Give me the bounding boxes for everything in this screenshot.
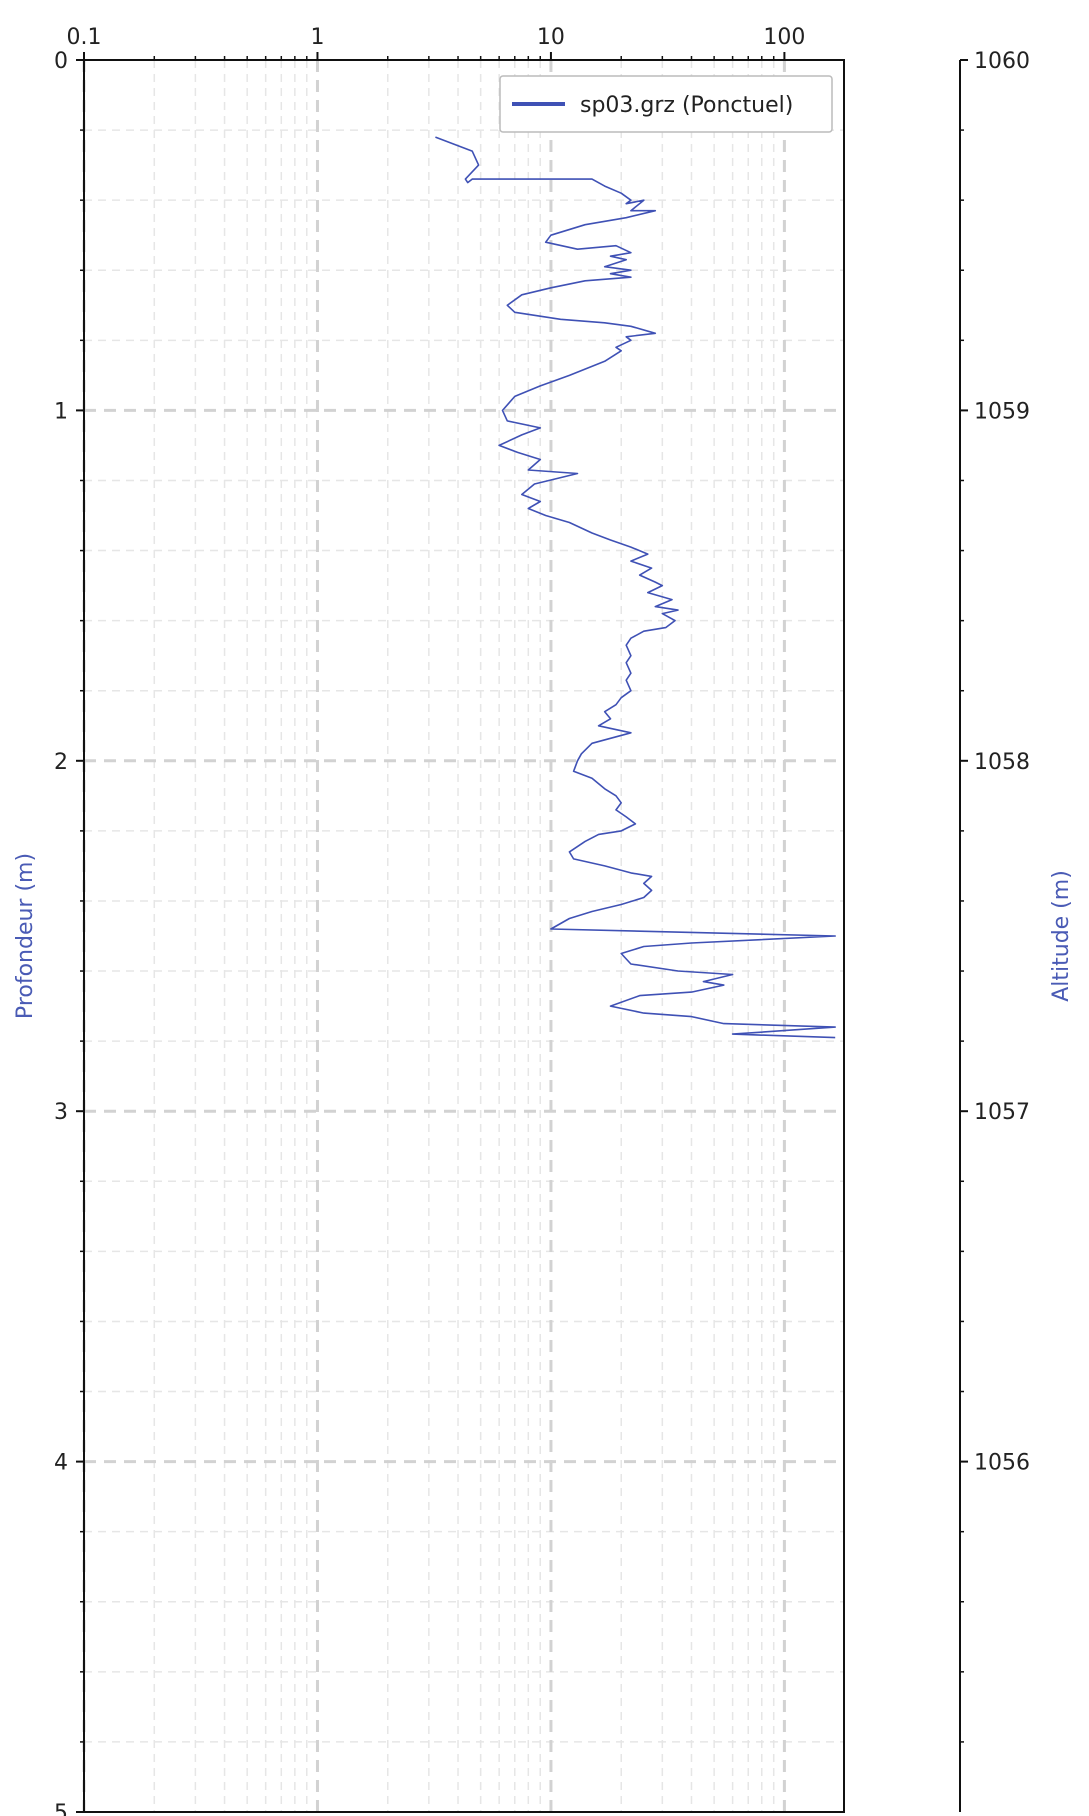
data-series-line [435,136,836,1039]
y-right-tick-label: 1057 [974,1100,1030,1125]
legend-label: sp03.grz (Ponctuel) [580,93,793,118]
y-right-tick-label: 1056 [974,1451,1030,1476]
y-right-tick-label: 1058 [974,750,1030,775]
plot-frame [83,59,845,1813]
x-axis: 0.1 1 10 100 [67,25,805,60]
y-left-tick-label: 2 [54,750,68,775]
y-axis-right-title: Altitude (m) [1049,870,1074,1002]
x-tick-label: 1 [310,25,324,50]
x-tick-label: 0.1 [67,25,102,50]
major-grid [82,60,844,1812]
data-series-layer [435,136,836,1039]
x-tick-label: 100 [763,25,805,50]
y-left-tick-label: 1 [54,399,68,424]
y-right-tick-label: 1059 [974,399,1030,424]
x-tick-label: 10 [537,25,565,50]
y-left-tick-label: 3 [54,1100,68,1125]
y-axis-left: 0 1 2 3 4 5 [54,49,84,1816]
y-left-tick-label: 5 [54,1801,68,1816]
legend: sp03.grz (Ponctuel) [499,75,833,133]
minor-grid [84,60,844,1812]
y-left-tick-label: 4 [54,1451,68,1476]
y-right-tick-label: 1060 [974,49,1030,74]
y-axis-right: 1060 1059 1058 1057 1056 [959,49,1030,1812]
y-left-tick-label: 0 [54,49,68,74]
legend-box [499,75,833,133]
y-axis-left-title: Profondeur (m) [13,853,38,1019]
